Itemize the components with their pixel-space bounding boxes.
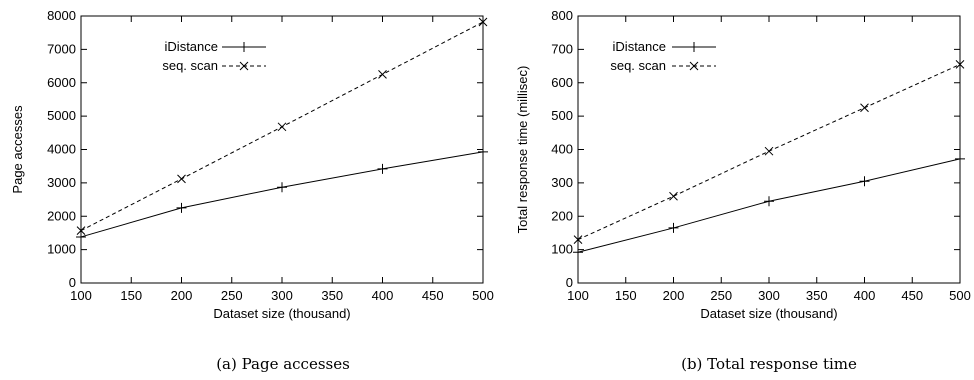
data-point-idistance bbox=[859, 176, 870, 187]
plot-frame bbox=[577, 15, 961, 284]
y-axis-label: Page accesses bbox=[10, 105, 25, 194]
y-tick-label: 3000 bbox=[47, 175, 76, 190]
legend-marker-idistance bbox=[239, 42, 249, 52]
series-line-idistance bbox=[80, 151, 484, 238]
y-tick-label: 500 bbox=[551, 108, 573, 123]
figure-caption: (a) Page accesses bbox=[216, 355, 350, 373]
data-point-idistance bbox=[377, 163, 388, 174]
x-tick-label: 200 bbox=[171, 288, 193, 303]
legend-label-idistance: iDistance bbox=[165, 39, 218, 54]
data-point-seq-scan bbox=[76, 226, 86, 235]
legend-marker-seq-scan bbox=[689, 61, 699, 71]
x-tick-label: 450 bbox=[422, 288, 444, 303]
x-tick-label: 250 bbox=[710, 288, 732, 303]
series-seq-scan bbox=[76, 17, 488, 235]
x-tick-label: 250 bbox=[221, 288, 243, 303]
y-tick-label: 6000 bbox=[47, 75, 76, 90]
y-tick-label: 8000 bbox=[47, 8, 76, 23]
x-axis-label: Dataset size (thousand) bbox=[213, 306, 350, 321]
y-tick-label: 1000 bbox=[47, 242, 76, 257]
x-tick-label: 450 bbox=[901, 288, 923, 303]
y-tick-label: 4000 bbox=[47, 142, 76, 157]
x-tick-label: 150 bbox=[615, 288, 637, 303]
x-tick-label: 500 bbox=[949, 288, 971, 303]
data-point-seq-scan bbox=[277, 122, 287, 132]
legend-marker-idistance bbox=[689, 42, 699, 52]
x-tick-label: 350 bbox=[806, 288, 828, 303]
legend-label-idistance: iDistance bbox=[613, 39, 666, 54]
legend-marker-seq-scan bbox=[239, 61, 249, 71]
x-tick-label: 100 bbox=[567, 288, 589, 303]
legend-label-seq-scan: seq. scan bbox=[162, 58, 218, 73]
y-tick-label: 600 bbox=[551, 75, 573, 90]
data-point-idistance bbox=[668, 222, 679, 233]
data-point-seq-scan bbox=[478, 17, 488, 27]
data-point-idistance bbox=[955, 153, 965, 164]
x-tick-label: 300 bbox=[758, 288, 780, 303]
data-point-idistance bbox=[478, 146, 488, 157]
legend-label-seq-scan: seq. scan bbox=[610, 58, 666, 73]
y-tick-label: 2000 bbox=[47, 208, 76, 223]
chart-panel-a: 0 1000 2000 3000 4000 5000 6000 7000 8000 100 150 2… bbox=[10, 8, 494, 373]
data-point-seq-scan bbox=[955, 60, 965, 69]
data-point-seq-scan bbox=[573, 235, 583, 244]
x-tick-label: 150 bbox=[120, 288, 142, 303]
y-axis-label: Total response time (millisec) bbox=[515, 66, 530, 234]
plot-frame bbox=[80, 15, 484, 284]
data-point-seq-scan bbox=[669, 191, 678, 201]
x-tick-label: 400 bbox=[372, 288, 394, 303]
y-tick-label: 200 bbox=[551, 208, 573, 223]
y-tick-label: 0 bbox=[566, 275, 573, 290]
y-tick-label: 700 bbox=[551, 41, 573, 56]
data-point-idistance bbox=[573, 247, 583, 258]
data-point-idistance bbox=[277, 182, 287, 193]
series-idistance bbox=[76, 146, 488, 242]
x-tick-label: 350 bbox=[321, 288, 343, 303]
data-point-seq-scan bbox=[378, 70, 387, 79]
y-tick-label: 0 bbox=[69, 275, 76, 290]
series-idistance bbox=[573, 153, 965, 258]
figure-caption: (b) Total response time bbox=[681, 355, 857, 373]
y-tick-label: 300 bbox=[551, 175, 573, 190]
data-point-seq-scan bbox=[177, 174, 186, 184]
y-tick-label: 5000 bbox=[47, 108, 76, 123]
data-point-idistance bbox=[176, 202, 187, 213]
x-tick-label: 100 bbox=[70, 288, 92, 303]
x-axis-label: Dataset size (thousand) bbox=[700, 306, 837, 321]
data-point-idistance bbox=[76, 231, 86, 242]
data-point-idistance bbox=[764, 196, 774, 207]
series-line-seq-scan bbox=[577, 63, 961, 241]
x-tick-label: 400 bbox=[854, 288, 876, 303]
y-tick-label: 800 bbox=[551, 8, 573, 23]
y-tick-label: 400 bbox=[551, 142, 573, 157]
x-tick-label: 200 bbox=[663, 288, 685, 303]
x-tick-label: 300 bbox=[271, 288, 293, 303]
x-tick-label: 500 bbox=[472, 288, 494, 303]
y-tick-label: 7000 bbox=[47, 41, 76, 56]
data-point-seq-scan bbox=[764, 146, 774, 156]
y-tick-label: 100 bbox=[551, 242, 573, 257]
series-seq-scan bbox=[573, 60, 965, 244]
data-point-seq-scan bbox=[860, 103, 869, 113]
